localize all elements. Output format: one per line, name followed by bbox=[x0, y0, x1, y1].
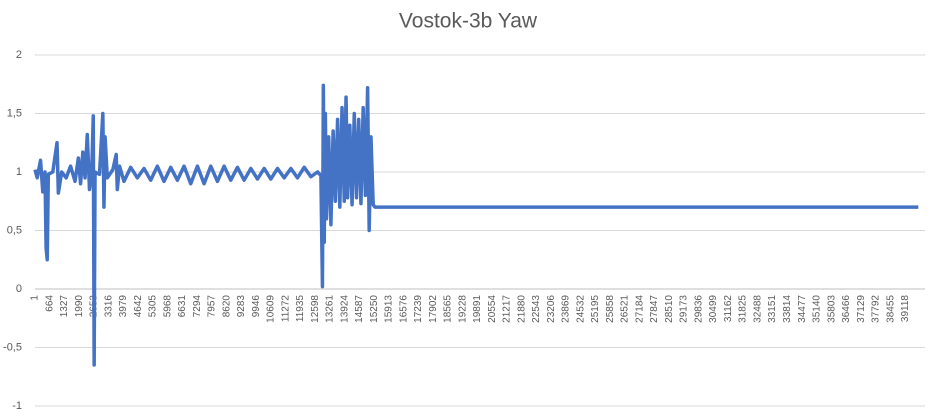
x-tick-label: 6631 bbox=[177, 295, 188, 318]
y-tick-label: 0,5 bbox=[7, 224, 22, 236]
x-tick-label: 15250 bbox=[369, 295, 380, 323]
y-tick-label: 1 bbox=[16, 166, 22, 178]
x-tick-label: 33151 bbox=[767, 295, 778, 323]
x-tick-label: 3979 bbox=[118, 295, 129, 318]
x-tick-label: 5968 bbox=[162, 295, 173, 318]
x-tick-label: 19228 bbox=[457, 295, 468, 323]
x-tick-label: 1327 bbox=[59, 295, 70, 318]
x-tick-label: 27847 bbox=[649, 295, 660, 323]
y-tick-label: 1,5 bbox=[7, 107, 22, 119]
x-tick-label: 8620 bbox=[221, 295, 232, 318]
x-tick-label: 5305 bbox=[148, 295, 159, 318]
x-tick-label: 33814 bbox=[782, 295, 793, 323]
y-tick-label: 0 bbox=[16, 283, 22, 295]
x-tick-label: 7957 bbox=[207, 295, 218, 318]
x-tick-label: 27184 bbox=[634, 295, 645, 323]
x-tick-label: 35140 bbox=[812, 295, 823, 323]
x-tick-label: 21880 bbox=[516, 295, 527, 323]
x-tick-label: 11935 bbox=[295, 295, 306, 323]
x-tick-label: 13924 bbox=[339, 295, 350, 323]
x-tick-label: 22543 bbox=[531, 295, 542, 323]
x-tick-label: 31825 bbox=[738, 295, 749, 323]
x-tick-label: 23869 bbox=[561, 295, 572, 323]
x-tick-label: 30499 bbox=[708, 295, 719, 323]
x-tick-label: 1990 bbox=[74, 295, 85, 318]
x-tick-label: 38455 bbox=[885, 295, 896, 323]
x-tick-label: 29836 bbox=[693, 295, 704, 323]
x-tick-label: 26521 bbox=[620, 295, 631, 323]
x-tick-label: 18565 bbox=[443, 295, 454, 323]
x-tick-label: 24532 bbox=[575, 295, 586, 323]
x-tick-label: 37129 bbox=[856, 295, 867, 323]
y-tick-label: -1 bbox=[12, 400, 22, 412]
x-tick-label: 34477 bbox=[797, 295, 808, 323]
x-tick-label: 3316 bbox=[103, 295, 114, 318]
x-tick-label: 4642 bbox=[133, 295, 144, 318]
x-tick-label: 19891 bbox=[472, 295, 483, 323]
x-tick-label: 13261 bbox=[325, 295, 336, 323]
x-tick-label: 12598 bbox=[310, 295, 321, 323]
x-tick-label: 9946 bbox=[251, 295, 262, 318]
y-tick-label: -0,5 bbox=[3, 341, 22, 353]
x-tick-label: 17239 bbox=[413, 295, 424, 323]
x-tick-label: 11272 bbox=[280, 295, 291, 323]
x-tick-label: 20554 bbox=[487, 295, 498, 323]
x-tick-label: 664 bbox=[44, 295, 55, 312]
x-tick-label: 37792 bbox=[871, 295, 882, 323]
y-tick-label: 2 bbox=[16, 49, 22, 61]
x-tick-label: 35803 bbox=[826, 295, 837, 323]
x-tick-label: 25195 bbox=[590, 295, 601, 323]
x-tick-label: 32488 bbox=[752, 295, 763, 323]
chart-title: Vostok-3b Yaw bbox=[399, 10, 538, 33]
x-tick-label: 25858 bbox=[605, 295, 616, 323]
x-tick-label: 7294 bbox=[192, 295, 203, 318]
x-tick-label: 23206 bbox=[546, 295, 557, 323]
data-line bbox=[33, 83, 919, 367]
x-tick-label: 16576 bbox=[398, 295, 409, 323]
x-tick-label: 14587 bbox=[354, 295, 365, 323]
x-tick-label: 9283 bbox=[236, 295, 247, 318]
x-tick-label: 10609 bbox=[266, 295, 277, 323]
x-tick-label: 39118 bbox=[900, 295, 911, 323]
x-tick-label: 29173 bbox=[679, 295, 690, 323]
x-tick-label: 31162 bbox=[723, 295, 734, 323]
x-tick-label: 21217 bbox=[502, 295, 513, 323]
x-tick-label: 36466 bbox=[841, 295, 852, 323]
x-tick-label: 28510 bbox=[664, 295, 675, 323]
x-tick-label: 17902 bbox=[428, 295, 439, 323]
x-tick-label: 15913 bbox=[384, 295, 395, 323]
x-tick-label: 1 bbox=[30, 295, 41, 301]
